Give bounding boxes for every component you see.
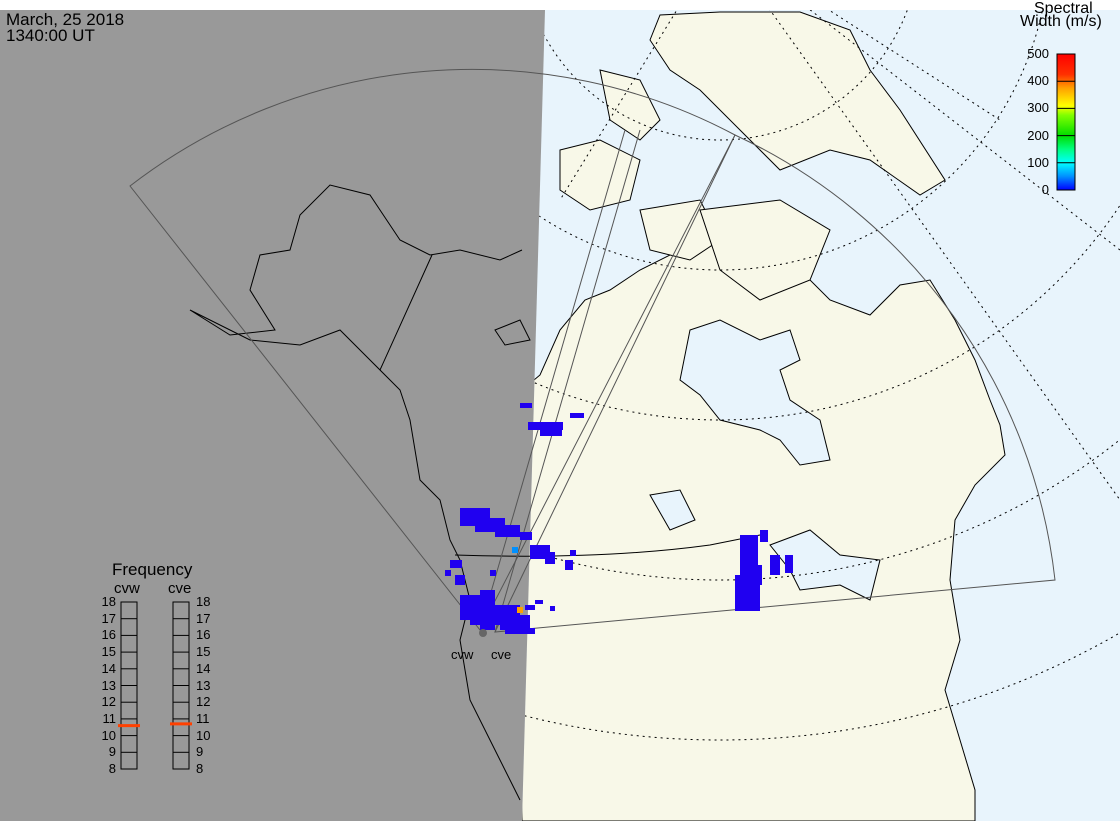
echo-cell [520,403,532,408]
colorbar-title-1: Spectral [1034,0,1093,17]
echo-cell [570,550,576,556]
frequency-tick-label: 9 [108,744,116,760]
echo-cell [512,547,518,553]
frequency-tick-label: 12 [101,694,116,710]
echo-cell [750,565,762,585]
great-lakes [769,529,881,601]
frequency-tick-label: 10 [101,727,116,743]
fields-of-view [129,68,1056,633]
echo-cell [480,590,495,630]
colorbar-tick-label: 500 [1027,46,1049,61]
echo-cell [785,555,793,573]
echo-cell [505,628,535,634]
frequency-tick-label: 15 [101,644,116,660]
echo-cell [550,606,555,611]
night-region [0,10,545,821]
echo-cell [495,525,520,537]
north-america-land [522,214,1006,821]
colorbar [1056,53,1076,191]
frequency-tick-label: 13 [196,677,211,693]
time-label: 1340:00 UT [6,26,95,45]
frequency-tick-label: 18 [101,594,116,609]
frequency-tick-label: 17 [196,610,211,626]
echo-cell [540,430,562,436]
radar-site-marker [479,629,487,637]
frequency-tick-label: 9 [196,744,204,760]
echo-cell [565,560,573,570]
echo-cell [520,532,532,540]
colorbar-tick-label: 100 [1027,154,1049,170]
colorbar-tick-label: 0 [1041,182,1049,197]
frequency-tick-label: 16 [196,627,211,643]
echo-cell [545,552,555,564]
echo-cell [510,615,530,630]
frequency-tick-label: 8 [108,761,116,776]
echo-cell [450,560,462,568]
frequency-title: Frequency [112,560,193,579]
radar-label-cve: cve [491,647,512,662]
echo-cell [528,422,563,430]
frequency-tick-label: 10 [196,727,211,743]
frequency-tick-label: 11 [102,710,117,726]
frequency-tick-label: 13 [101,677,116,693]
frequency-tick-label: 12 [196,694,211,710]
date-label: March, 25 2018 [6,10,125,29]
echo-cell [770,555,780,575]
lake [649,489,696,531]
echo-cell [517,607,523,613]
frequency-tick-label: 16 [101,627,116,643]
scatter-echoes [445,403,793,634]
frequency-tick-label: 14 [196,660,211,676]
frequency-tick-label: 8 [196,761,204,776]
echo-cell [525,605,535,610]
frequency-tick-label: 17 [101,610,116,626]
frequency-tick-label: 15 [196,644,211,660]
colorbar-title-2: Width (m/s) [1020,13,1102,30]
frequency-tick-label: 11 [196,710,210,726]
frequency-tick-label: 18 [196,594,211,609]
echo-cell [455,575,465,585]
colorbar-tick-label: 400 [1027,73,1049,89]
radar-label-cvw: cvw [451,647,474,662]
arctic-island [639,199,721,261]
frequency-tick-label: 14 [101,660,116,676]
echo-cell [760,530,768,542]
cvw-freq-label: cvw [114,580,140,597]
colorbar-tick-label: 200 [1027,127,1049,143]
greenland [649,11,946,196]
cve-freq-label: cve [168,580,192,597]
hudson-bay [679,319,831,466]
us-canada-border [454,534,761,557]
echo-cell [570,413,584,418]
colorbar-tick-label: 300 [1027,100,1049,116]
baffin-island [699,199,831,301]
echo-cell [445,570,451,576]
echo-cell [490,570,496,576]
arctic-island [559,139,641,211]
coastlines-night [189,184,531,801]
echo-cell [535,600,543,604]
